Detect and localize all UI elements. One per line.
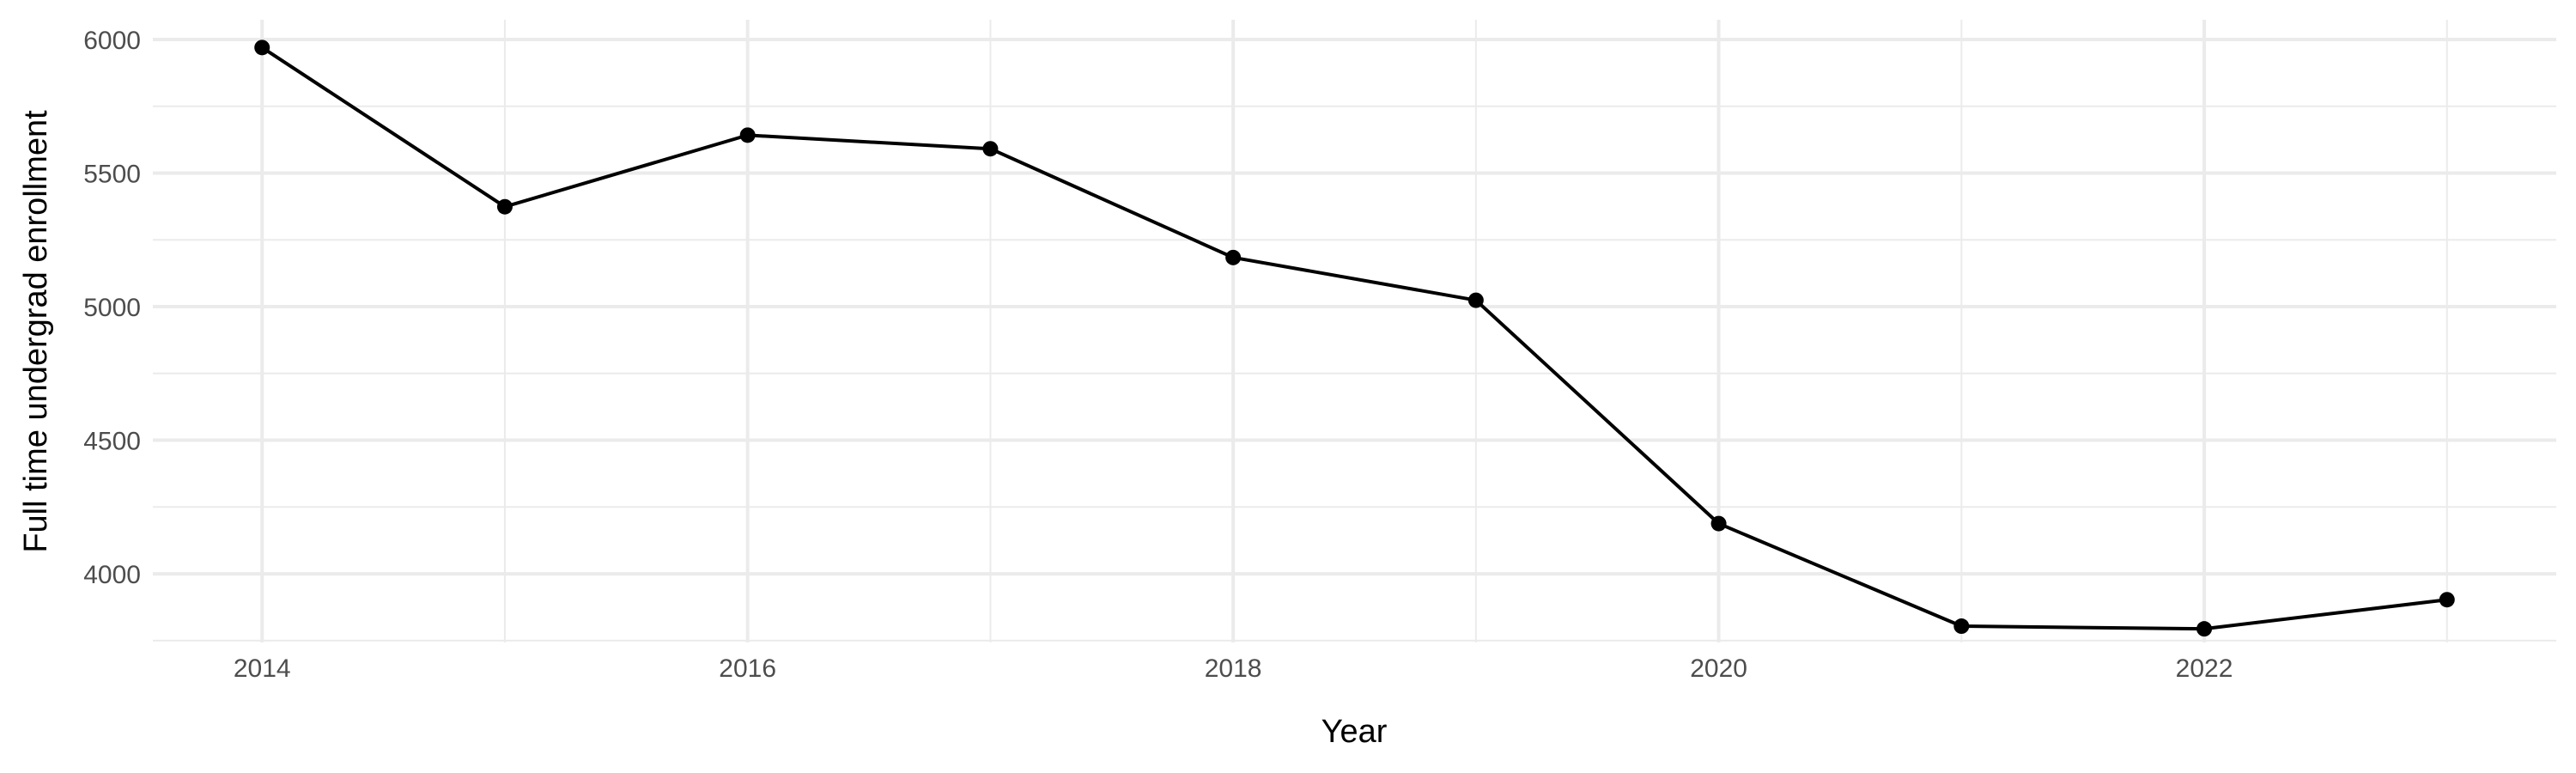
data-point [496,198,513,215]
series-line [254,40,2455,637]
data-line [261,46,2448,631]
data-point [739,127,756,143]
tick-labels: 4000 4500 5000 5500 6000 2014 2016 2018 2020 2022 [83,27,2233,683]
data-point [1953,618,1970,635]
data-point [1710,515,1727,532]
grid [153,20,2556,642]
y-tick-label: 4000 [83,561,141,589]
x-tick-label: 2022 [2176,654,2233,683]
data-point [2196,621,2213,637]
x-axis-title: Year [1321,714,1388,750]
data-point [1467,292,1484,308]
x-tick-label: 2016 [719,654,776,683]
data-point [2439,592,2455,608]
y-tick-label: 4500 [83,428,141,456]
y-tick-label: 6000 [83,27,141,55]
y-tick-label: 5500 [83,161,141,189]
data-point [982,141,999,157]
data-point [254,40,270,56]
y-axis-title: Full time undergrad enrollment [18,110,54,553]
x-tick-label: 2018 [1205,654,1262,683]
x-tick-label: 2014 [234,654,291,683]
x-tick-label: 2020 [1690,654,1747,683]
data-point [1225,249,1242,265]
y-tick-label: 5000 [83,294,141,322]
